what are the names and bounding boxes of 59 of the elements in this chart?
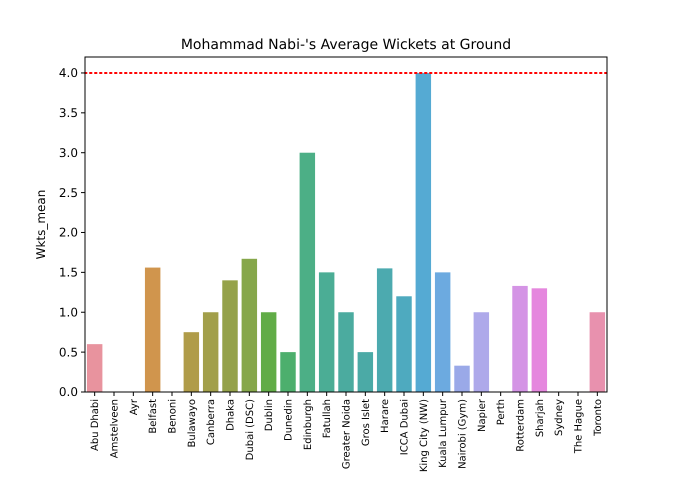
x-tick-label: Toronto (592, 399, 604, 437)
x-tick-label: Dunedin (284, 399, 294, 441)
bar (512, 286, 528, 392)
y-tick-label: 0.0 (58, 385, 78, 400)
y-tick-label: 2.0 (58, 226, 78, 240)
y-tick-label: 1.5 (58, 266, 78, 280)
x-tick-label: The Hague (574, 399, 584, 454)
x-tick-label: Sharjah (534, 399, 546, 438)
x-tick-label: Gros Islet (360, 398, 372, 446)
x-tick-label: Kuala Lumpur (438, 398, 450, 468)
x-tick-label: Rotterdam (516, 399, 526, 452)
x-tick-label: Bulawayo (186, 399, 198, 448)
x-tick-label: Dhaka (226, 399, 236, 431)
bar (242, 258, 258, 392)
bar (376, 268, 392, 392)
y-tick-label: 3.5 (58, 106, 78, 120)
x-tick-label: Perth (496, 399, 508, 426)
y-tick-label: 2.5 (58, 186, 78, 200)
bar (416, 72, 432, 392)
x-tick-label: Canberra (206, 399, 218, 446)
x-tick-label: ICCA Dubai (400, 399, 410, 456)
bar (222, 280, 238, 392)
x-tick-label: Belfast (148, 398, 160, 434)
bar (396, 296, 412, 392)
x-tick-label: Harare (380, 399, 392, 433)
x-tick-label: Fatullah (322, 399, 334, 438)
bar (590, 312, 606, 392)
x-tick-label: Benoni (168, 399, 178, 434)
x-tick-label: Abu Dhabi (90, 399, 102, 451)
x-tick-label: Amstelveen (110, 399, 120, 458)
x-tick-label: Dubai (DSC) (244, 398, 256, 460)
x-tick-label: Napier (476, 398, 488, 432)
y-tick-label: 0.5 (58, 345, 78, 360)
x-tick-label: Dublin (264, 399, 276, 432)
bar (338, 312, 354, 392)
x-tick-label: Greater Noida (342, 399, 352, 470)
x-tick-label: Ayr (128, 398, 140, 416)
bar (86, 344, 102, 392)
x-tick-label: King City (NW) (418, 398, 430, 472)
chart-title: Mohammad Nabi-'s Average Wickets at Ground (180, 37, 512, 53)
x-tick-label: Sydney (554, 398, 566, 436)
bar (280, 352, 296, 392)
x-tick-label: Edinburgh (302, 399, 314, 450)
bar (202, 312, 218, 392)
y-tick-label: 1.0 (58, 305, 78, 320)
bar (532, 288, 548, 392)
bar (300, 152, 316, 392)
y-tick-label: 4.0 (58, 66, 78, 80)
bar (454, 366, 470, 392)
bar (474, 312, 490, 392)
bar (318, 272, 334, 392)
bar (434, 272, 450, 392)
x-tick-label: Nairobi (Gym) (458, 398, 468, 469)
y-tick-label: 3.0 (58, 146, 78, 160)
bar (144, 268, 160, 392)
y-axis-title: Wkts_mean (34, 190, 48, 260)
bar (260, 312, 276, 392)
bar (184, 332, 200, 392)
bar (358, 352, 374, 392)
